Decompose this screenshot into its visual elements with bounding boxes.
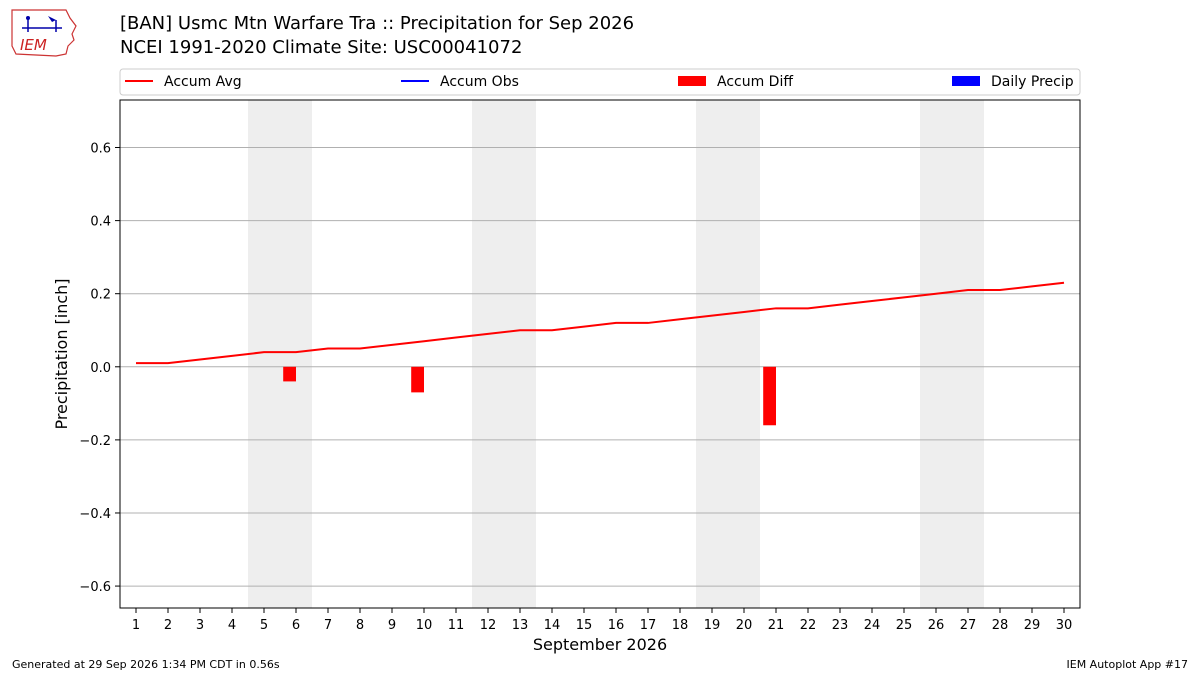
- x-tick-label: 14: [544, 618, 561, 633]
- x-tick-label: 25: [896, 618, 913, 633]
- weekend-band: [248, 100, 312, 608]
- y-axis: −0.6 −0.4 −0.2 0.0 0.2 0.4 0.6: [79, 142, 120, 595]
- grid-lines: [120, 147, 1080, 587]
- accum-diff-bar: [283, 366, 296, 382]
- x-tick-label: 30: [1056, 618, 1073, 633]
- x-tick-label: 22: [800, 618, 817, 633]
- legend-label: Accum Diff: [717, 74, 793, 90]
- y-tick-label: 0.2: [90, 288, 111, 303]
- legend: Accum Avg Accum Obs Accum Diff Daily Precip: [119, 68, 1081, 96]
- accum-avg-line: [136, 281, 1065, 365]
- legend-label: Daily Precip: [991, 74, 1074, 90]
- x-tick-label: 23: [832, 618, 849, 633]
- accum-avg-line-group: [136, 281, 1065, 365]
- weekend-band: [696, 100, 760, 608]
- chart-title: [BAN] Usmc Mtn Warfare Tra :: Precipitat…: [120, 13, 635, 34]
- accum-diff-bars: [283, 366, 776, 426]
- x-tick-label: 10: [416, 618, 433, 633]
- x-tick-label: 8: [356, 618, 364, 633]
- x-tick-label: 15: [576, 618, 593, 633]
- plot-frame: [119, 99, 1081, 609]
- chart-subtitle: NCEI 1991-2020 Climate Site: USC00041072: [120, 37, 523, 58]
- legend-box: [119, 68, 1081, 96]
- x-tick-label: 12: [480, 618, 497, 633]
- x-tick-label: 11: [448, 618, 465, 633]
- accum-diff-bar: [411, 366, 424, 393]
- legend-swatch: [952, 76, 980, 86]
- x-tick-label: 20: [736, 618, 753, 633]
- weekend-band: [472, 100, 536, 608]
- x-tick-label: 18: [672, 618, 689, 633]
- weekend-band: [920, 100, 984, 608]
- x-axis: 1 2 3 4 5 6 7 8 9 10 11 12 13 14 15 16 17 18 19 20 21 22 23 24 2…: [132, 608, 1072, 633]
- app-label: IEM Autoplot App #17: [1066, 658, 1189, 671]
- x-tick-label: 26: [928, 618, 945, 633]
- x-tick-label: 27: [960, 618, 977, 633]
- x-tick-label: 4: [228, 618, 236, 633]
- legend-swatch: [678, 76, 706, 86]
- y-tick-label: 0.6: [90, 142, 111, 157]
- x-tick-label: 5: [260, 618, 268, 633]
- x-tick-label: 1: [132, 618, 140, 633]
- x-tick-label: 21: [768, 618, 785, 633]
- y-tick-label: 0.4: [90, 215, 111, 230]
- x-tick-label: 9: [388, 618, 396, 633]
- generated-timestamp: Generated at 29 Sep 2026 1:34 PM CDT in …: [12, 658, 280, 671]
- logo-text: IEM: [20, 36, 47, 54]
- legend-label: Accum Avg: [164, 74, 242, 90]
- x-tick-label: 17: [640, 618, 657, 633]
- x-tick-label: 13: [512, 618, 529, 633]
- x-tick-label: 16: [608, 618, 625, 633]
- y-tick-label: −0.4: [79, 507, 111, 522]
- x-tick-label: 3: [196, 618, 204, 633]
- accum-diff-bar: [763, 366, 776, 426]
- legend-label: Accum Obs: [440, 74, 519, 90]
- y-tick-label: −0.6: [79, 580, 111, 595]
- iem-iowa-logo-icon: IEM: [11, 9, 77, 57]
- x-tick-label: 29: [1024, 618, 1041, 633]
- x-tick-label: 2: [164, 618, 172, 633]
- x-tick-label: 19: [704, 618, 721, 633]
- x-axis-label: September 2026: [533, 635, 667, 654]
- x-tick-label: 24: [864, 618, 881, 633]
- x-tick-label: 6: [292, 618, 300, 633]
- weekend-bands: [248, 100, 984, 608]
- x-tick-label: 7: [324, 618, 332, 633]
- y-tick-label: −0.2: [79, 434, 111, 449]
- x-tick-label: 28: [992, 618, 1009, 633]
- y-axis-label: Precipitation [inch]: [52, 278, 71, 429]
- y-tick-label: 0.0: [90, 361, 111, 376]
